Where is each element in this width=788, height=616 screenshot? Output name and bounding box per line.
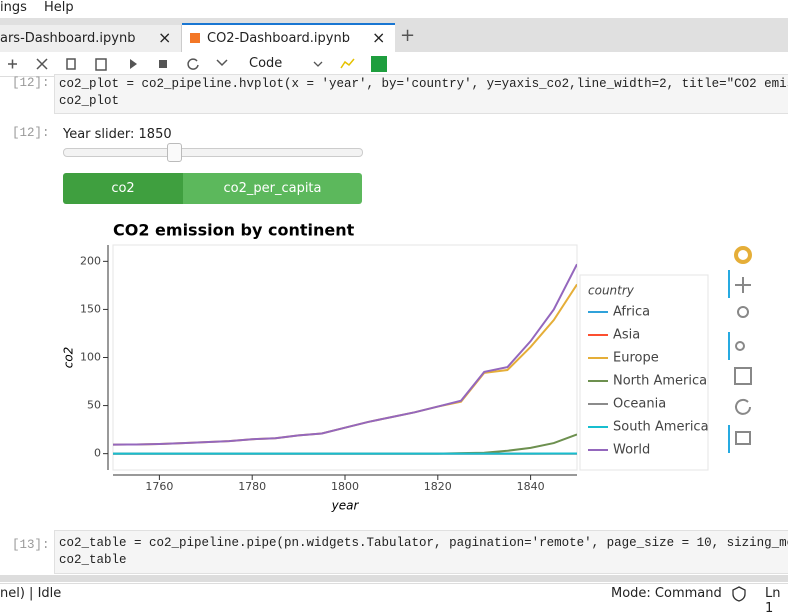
stop-icon[interactable] — [159, 60, 167, 68]
mode-status: Mode: Command — [611, 586, 722, 601]
notebook-icon — [190, 33, 200, 43]
menu-bar: ings Help — [0, 0, 788, 18]
code-line: co2_plot — [59, 94, 119, 108]
y-tick-label: 200 — [80, 254, 101, 267]
menu-item[interactable]: Help — [44, 0, 74, 15]
status-bar: nel) | Idle Mode: Command Ln 1 — [0, 583, 788, 602]
scrollbar[interactable] — [0, 575, 788, 582]
code-line: co2_table — [59, 553, 127, 567]
tab-label: ars-Dashboard.ipynb — [0, 31, 135, 46]
hover-tool[interactable] — [736, 432, 750, 444]
input-prompt: [12]: — [12, 76, 50, 90]
x-tick-label: 1840 — [517, 480, 545, 493]
cut-icon[interactable] — [37, 59, 47, 69]
legend-label: South America — [613, 420, 709, 435]
y-tick-label: 150 — [80, 302, 101, 315]
bokeh-logo[interactable] — [736, 248, 750, 262]
tab-label: CO2-Dashboard.ipynb — [207, 31, 350, 46]
wheel-zoom-tool[interactable] — [736, 342, 744, 350]
legend-label: Oceania — [613, 397, 666, 412]
new-tab[interactable]: + — [400, 25, 415, 46]
tab[interactable]: ars-Dashboard.ipynb × — [0, 25, 182, 52]
legend-label: Europe — [613, 351, 659, 366]
legend-title: country — [588, 284, 635, 298]
code-line: co2_plot = co2_pipeline.hvplot(x = 'year… — [59, 77, 788, 91]
chart-title: CO2 emission by continent — [113, 221, 355, 240]
page: ings Help ars-Dashboard.ipynb × CO2-Dash… — [0, 0, 788, 601]
cursor-position: Ln 1 — [765, 586, 788, 616]
add-icon[interactable] — [8, 60, 17, 69]
legend-label: North America — [613, 374, 707, 389]
chart: CO2 emission by continent 0 50 100 150 200 17… — [0, 215, 725, 520]
tool-active — [728, 332, 730, 360]
kernel-status: nel) | Idle — [0, 586, 61, 601]
plot-tools — [728, 240, 758, 455]
x-tick-label: 1780 — [238, 480, 266, 493]
paste-icon[interactable] — [96, 59, 106, 70]
save-tool[interactable] — [735, 368, 751, 384]
hvplot-icon[interactable] — [341, 59, 354, 68]
x-axis-label: year — [331, 499, 360, 513]
pan-tool[interactable] — [735, 277, 751, 293]
code-cell[interactable]: co2_table = co2_pipeline.pipe(pn.widgets… — [54, 530, 788, 574]
tool-active — [728, 425, 730, 453]
y-tick-label: 50 — [87, 399, 101, 412]
slider-label: Year slider: 1850 — [63, 127, 172, 142]
tab-close[interactable]: × — [158, 28, 171, 47]
panel-icon[interactable] — [371, 56, 387, 72]
y-tick-label: 100 — [80, 351, 101, 364]
slider-handle[interactable] — [167, 143, 182, 162]
trust-icon — [731, 586, 747, 602]
slider-track[interactable] — [63, 148, 363, 157]
reset-tool[interactable] — [736, 400, 750, 414]
code-cell[interactable]: co2_plot = co2_pipeline.hvplot(x = 'year… — [54, 74, 788, 114]
y-axis-label: co2 — [62, 347, 76, 369]
restart-run-icon[interactable] — [217, 60, 227, 65]
legend-label: Africa — [613, 305, 650, 320]
y-tick-label: 0 — [94, 447, 101, 460]
tab-bar: ars-Dashboard.ipynb × CO2-Dashboard.ipyn… — [0, 18, 788, 52]
toggle-button[interactable]: co2_per_capita — [183, 173, 362, 204]
zoom-tool[interactable] — [738, 307, 748, 317]
legend-label: World — [613, 443, 650, 458]
output-prompt: [12]: — [12, 126, 50, 140]
run-icon[interactable] — [130, 59, 137, 69]
x-tick-label: 1760 — [145, 480, 173, 493]
restart-icon[interactable] — [188, 59, 198, 69]
code-line: co2_table = co2_pipeline.pipe(pn.widgets… — [59, 536, 788, 550]
toolbar-icons — [0, 52, 400, 76]
dropdown-arrow[interactable] — [314, 62, 322, 66]
legend-label: Asia — [613, 328, 640, 343]
cell-type-select[interactable]: Code — [249, 56, 282, 71]
toggle-button[interactable]: co2 — [63, 173, 183, 204]
tab[interactable]: CO2-Dashboard.ipynb × — [182, 23, 395, 54]
copy-icon[interactable] — [67, 59, 75, 69]
x-tick-label: 1820 — [424, 480, 452, 493]
tab-close[interactable]: × — [372, 28, 385, 47]
input-prompt: [13]: — [12, 538, 50, 552]
x-tick-label: 1800 — [331, 480, 359, 493]
menu-item[interactable]: ings — [0, 0, 27, 15]
plot-frame — [113, 245, 577, 470]
tool-active — [728, 270, 730, 298]
